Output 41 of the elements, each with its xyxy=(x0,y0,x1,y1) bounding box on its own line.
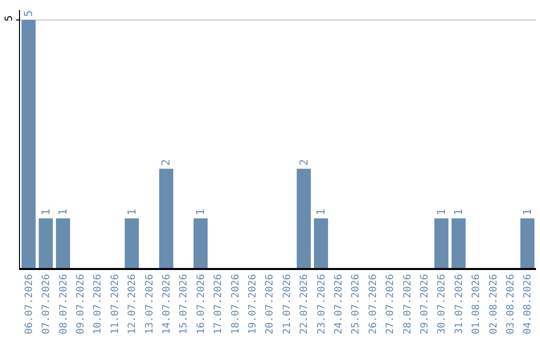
x-tick-label: 09.07.2026 xyxy=(75,274,86,334)
x-tick-label: 14.07.2026 xyxy=(161,274,172,334)
x-tick-label: 03.08.2026 xyxy=(505,274,516,334)
x-tick-label: 23.07.2026 xyxy=(316,274,328,334)
data-label: 1 xyxy=(56,208,70,216)
x-tick-label: 30.07.2026 xyxy=(436,274,448,334)
x-tick-label: 12.07.2026 xyxy=(127,274,138,334)
data-label: 1 xyxy=(194,208,208,216)
x-tick-label: 11.07.2026 xyxy=(110,274,121,334)
x-tick-label: 28.07.2026 xyxy=(402,274,414,334)
x-tick-label: 18.07.2026 xyxy=(230,274,242,334)
data-label: 1 xyxy=(520,208,534,216)
x-tick-label: 08.07.2026 xyxy=(58,274,70,334)
data-label: 1 xyxy=(434,208,448,216)
x-tick-label: 01.08.2026 xyxy=(471,274,482,334)
x-tick-label: 29.07.2026 xyxy=(419,274,430,334)
data-label: 5 xyxy=(22,10,36,17)
x-tick-label: 26.07.2026 xyxy=(368,274,379,334)
x-tick-label: 17.07.2026 xyxy=(213,274,224,334)
x-tick-label: 27.07.2026 xyxy=(385,274,396,334)
x-tick-label: 06.07.2026 xyxy=(24,274,35,334)
x-tick-label: 13.07.2026 xyxy=(144,274,156,334)
x-tick-label: 10.07.2026 xyxy=(92,274,104,334)
x-tick-label: 25.07.2026 xyxy=(350,274,362,334)
x-tick-label: 04.08.2026 xyxy=(522,274,534,334)
x-tick-label: 21.07.2026 xyxy=(282,274,293,334)
x-tick-label: 02.08.2026 xyxy=(488,274,500,334)
x-tick-label: 20.07.2026 xyxy=(264,274,276,334)
data-label: 2 xyxy=(160,159,173,166)
data-label: 1 xyxy=(452,208,466,216)
x-tick-label: 15.07.2026 xyxy=(178,274,190,334)
x-tick-label: 07.07.2026 xyxy=(41,274,52,334)
x-tick-label: 19.07.2026 xyxy=(247,274,258,334)
data-label: 2 xyxy=(297,159,310,166)
x-tick-label: 16.07.2026 xyxy=(196,274,207,334)
x-tick-label: 31.07.2026 xyxy=(454,274,465,334)
x-tick-label: 22.07.2026 xyxy=(299,274,310,334)
x-tick-label: 24.07.2026 xyxy=(333,274,344,334)
data-label: 1 xyxy=(314,208,328,216)
data-label: 1 xyxy=(39,208,52,216)
data-label: 1 xyxy=(125,208,138,216)
